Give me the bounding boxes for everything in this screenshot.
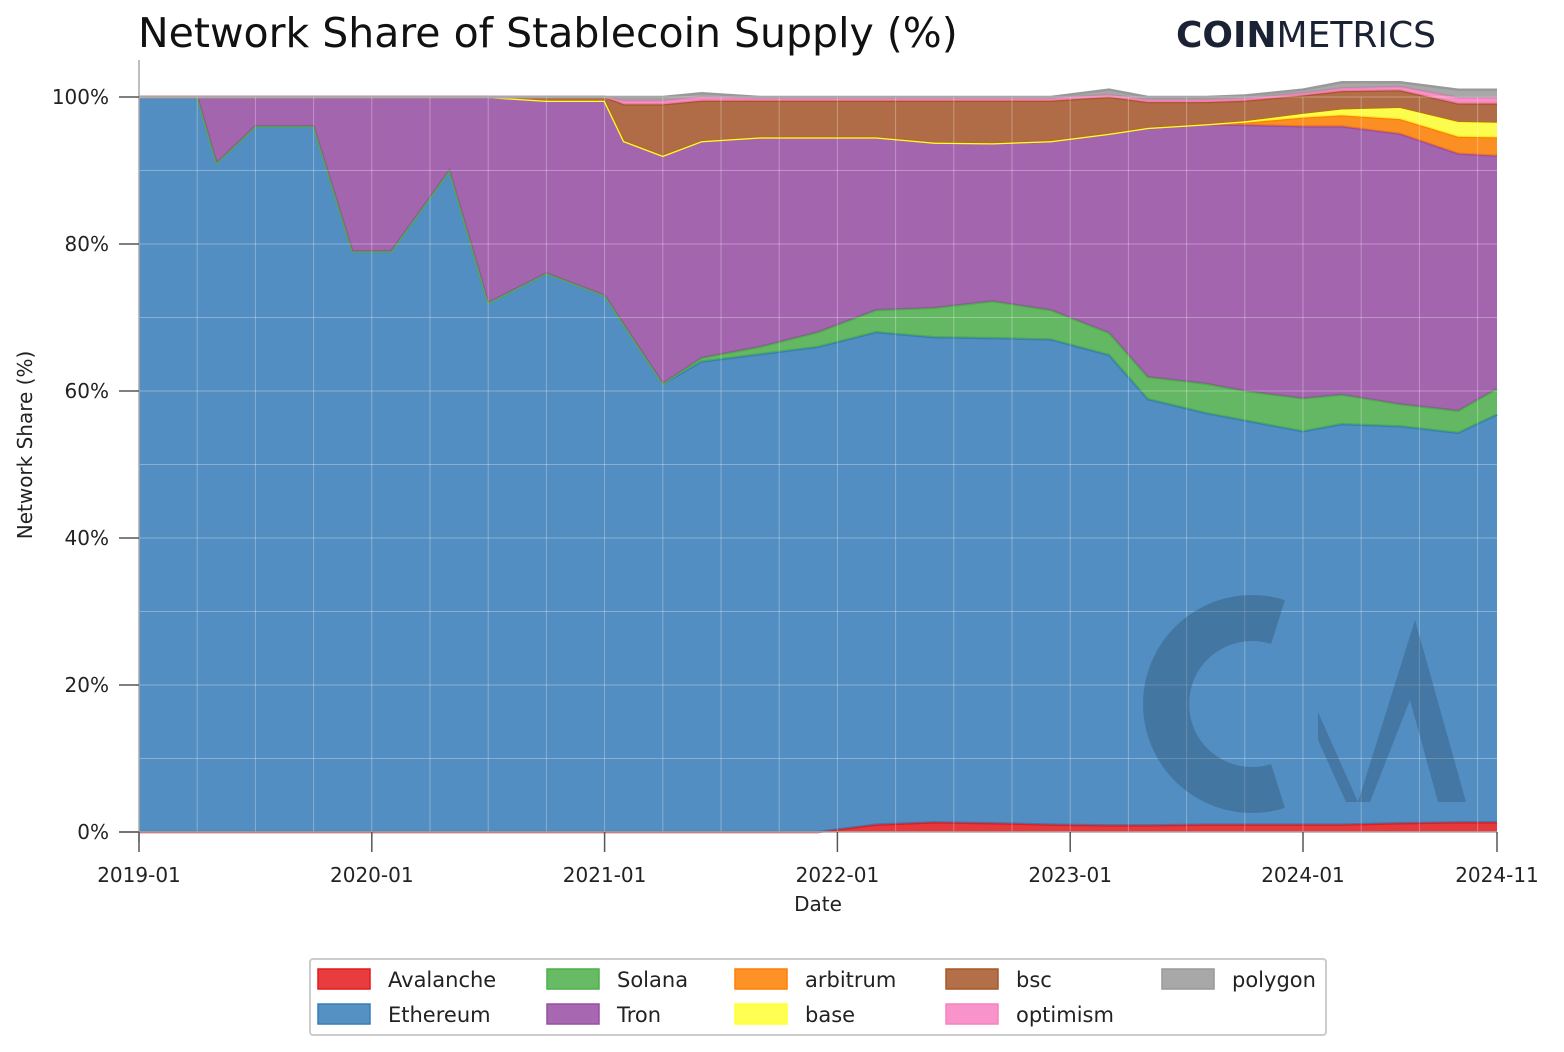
watermark-c-shape (1143, 595, 1285, 813)
area-avalanche (139, 822, 1497, 832)
legend-label: Tron (616, 1003, 661, 1027)
y-axis-label: Network Share (%) (13, 351, 37, 540)
legend-swatch (317, 968, 371, 990)
legend-label: Avalanche (388, 968, 496, 992)
x-tick-labels: 2019-01 2020-01 2021-01 2022-01 2023-01 2024-… (97, 832, 1539, 887)
x-tick-label: 2022-01 (796, 863, 880, 887)
legend-item-solana: Solana (546, 968, 688, 992)
legend-swatch (945, 1003, 999, 1025)
area-ethereum (139, 97, 1497, 832)
axes (119, 60, 1497, 842)
y-tick-label: 20% (65, 673, 109, 697)
legend-label: Ethereum (388, 1003, 491, 1027)
coinmetrics-logo: COINMETRICS (1176, 15, 1436, 56)
legend: Avalanche Solana arbitrum bsc polygon Ethereu… (309, 958, 1327, 1036)
x-axis-label: Date (794, 892, 842, 916)
y-tick-label: 40% (65, 526, 109, 550)
line-polygon (139, 81, 1497, 99)
legend-item-polygon: polygon (1161, 968, 1316, 992)
legend-label: polygon (1232, 968, 1316, 992)
y-tick-label: 60% (65, 379, 109, 403)
legend-swatch (546, 1003, 600, 1025)
y-tick-label: 100% (52, 85, 109, 109)
brand-light-text: METRICS (1277, 15, 1436, 56)
stacked-areas (139, 81, 1498, 834)
legend-item-tron: Tron (546, 1003, 661, 1027)
svg-text:COINMETRICS: COINMETRICS (1176, 15, 1436, 56)
x-tick-label: 2024-11 (1455, 863, 1539, 887)
y-tick-labels: 0% 20% 40% 60% 80% 100% (52, 85, 139, 844)
legend-swatch (317, 1003, 371, 1025)
x-tick-label: 2023-01 (1028, 863, 1112, 887)
area-bsc (139, 90, 1497, 156)
x-tick-label: 2021-01 (563, 863, 647, 887)
legend-swatch (945, 968, 999, 990)
legend-swatch (1161, 968, 1215, 990)
legend-swatch (546, 968, 600, 990)
x-tick-label: 2020-01 (330, 863, 414, 887)
x-tick-label: 2024-01 (1261, 863, 1345, 887)
area-tron (139, 97, 1497, 411)
legend-label: arbitrum (805, 968, 896, 992)
legend-item-avalanche: Avalanche (317, 968, 496, 992)
y-tick-label: 80% (65, 232, 109, 256)
legend-label: optimism (1016, 1003, 1114, 1027)
area-solana (139, 97, 1497, 433)
x-tick-label: 2019-01 (97, 863, 181, 887)
legend-label: Solana (617, 968, 688, 992)
chart-title: Network Share of Stablecoin Supply (%) (138, 9, 958, 57)
legend-item-bsc: bsc (945, 968, 1052, 992)
cm-watermark-icon (1143, 595, 1466, 813)
legend-swatch (734, 968, 788, 990)
watermark-m-shape (1318, 620, 1466, 802)
legend-label: base (805, 1003, 855, 1027)
legend-label: bsc (1016, 968, 1052, 992)
legend-swatch (734, 1003, 788, 1025)
legend-item-optimism: optimism (945, 1003, 1114, 1027)
legend-item-ethereum: Ethereum (317, 1003, 491, 1027)
legend-item-base: base (734, 1003, 855, 1027)
y-tick-label: 0% (77, 820, 109, 844)
brand-bold-text: COIN (1176, 15, 1277, 56)
legend-item-arbitrum: arbitrum (734, 968, 896, 992)
